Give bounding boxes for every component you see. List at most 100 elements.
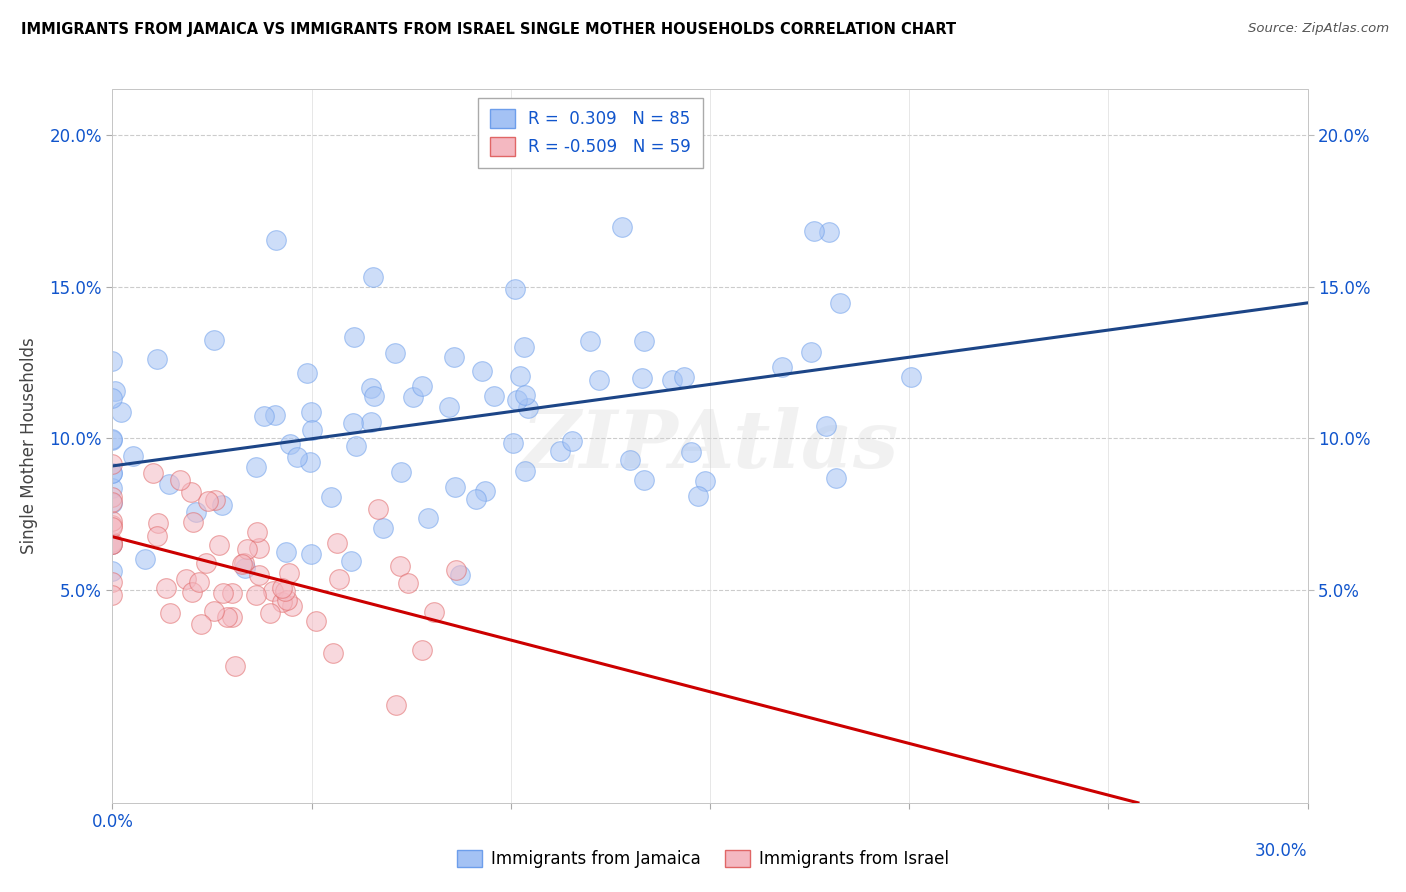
Point — [389, 465, 412, 479]
Point — [211, 499, 233, 513]
Point — [202, 333, 225, 347]
Point — [693, 475, 716, 489]
Point — [246, 525, 269, 540]
Point — [612, 219, 634, 234]
Point — [503, 282, 526, 296]
Point — [321, 490, 343, 504]
Point — [101, 565, 124, 579]
Point — [101, 432, 124, 446]
Point — [231, 557, 253, 571]
Point — [155, 582, 177, 596]
Point — [259, 606, 281, 620]
Point — [101, 354, 124, 368]
Text: Source: ZipAtlas.com: Source: ZipAtlas.com — [1249, 22, 1389, 36]
Point — [221, 586, 243, 600]
Point — [134, 552, 156, 566]
Point — [101, 391, 124, 405]
Point — [298, 455, 321, 469]
Point — [104, 384, 127, 399]
Point — [363, 389, 385, 403]
Point — [122, 449, 145, 463]
Point — [101, 537, 124, 551]
Point — [183, 515, 205, 529]
Point — [401, 390, 423, 404]
Point — [101, 534, 124, 549]
Point — [101, 433, 124, 447]
Point — [233, 560, 256, 574]
Point — [224, 658, 246, 673]
Point — [101, 466, 124, 480]
Point — [342, 416, 364, 430]
Point — [217, 610, 239, 624]
Point — [661, 373, 683, 387]
Point — [271, 581, 294, 595]
Point — [384, 346, 406, 360]
Point — [340, 554, 363, 568]
Point — [101, 518, 124, 533]
Point — [512, 340, 534, 354]
Point — [619, 453, 641, 467]
Point — [180, 584, 202, 599]
Point — [188, 574, 211, 589]
Point — [101, 457, 124, 471]
Point — [236, 541, 259, 556]
Point — [411, 642, 433, 657]
Point — [159, 606, 181, 620]
Point — [208, 538, 231, 552]
Point — [245, 588, 267, 602]
Point — [301, 423, 323, 437]
Point — [247, 568, 270, 582]
Point — [101, 481, 124, 495]
Point — [276, 593, 298, 607]
Point — [197, 493, 219, 508]
Point — [509, 368, 531, 383]
Point — [506, 392, 529, 407]
Point — [174, 573, 197, 587]
Point — [548, 443, 571, 458]
Point — [101, 467, 124, 481]
Legend: Immigrants from Jamaica, Immigrants from Israel: Immigrants from Jamaica, Immigrants from… — [451, 843, 955, 875]
Point — [204, 492, 226, 507]
Point — [464, 491, 486, 506]
Point — [416, 511, 439, 525]
Point — [803, 224, 825, 238]
Point — [245, 460, 267, 475]
Point — [101, 496, 124, 510]
Point — [264, 408, 287, 422]
Text: ZIPAtlas: ZIPAtlas — [522, 408, 898, 484]
Point — [179, 484, 201, 499]
Point — [343, 330, 366, 344]
Point — [146, 351, 169, 366]
Point — [360, 415, 382, 429]
Point — [101, 537, 124, 551]
Point — [449, 568, 471, 582]
Point — [146, 529, 169, 543]
Point — [630, 371, 652, 385]
Point — [277, 566, 299, 581]
Point — [672, 369, 695, 384]
Point — [142, 466, 165, 480]
Point — [389, 558, 412, 573]
Point — [818, 225, 841, 239]
Point — [253, 409, 276, 424]
Point — [271, 595, 294, 609]
Legend: R =  0.309   N = 85, R = -0.509   N = 59: R = 0.309 N = 85, R = -0.509 N = 59 — [478, 97, 703, 168]
Point — [233, 556, 256, 570]
Point — [578, 334, 600, 349]
Point — [396, 576, 419, 591]
Point — [101, 519, 124, 533]
Text: 30.0%: 30.0% — [1256, 842, 1308, 860]
Point — [101, 495, 124, 509]
Point — [264, 233, 287, 247]
Point — [502, 435, 524, 450]
Point — [437, 401, 460, 415]
Point — [285, 450, 308, 464]
Point — [830, 296, 852, 310]
Point — [517, 401, 540, 416]
Point — [101, 537, 124, 551]
Point — [825, 471, 848, 485]
Point — [299, 547, 322, 561]
Point — [202, 604, 225, 618]
Point — [385, 698, 408, 712]
Point — [360, 381, 382, 395]
